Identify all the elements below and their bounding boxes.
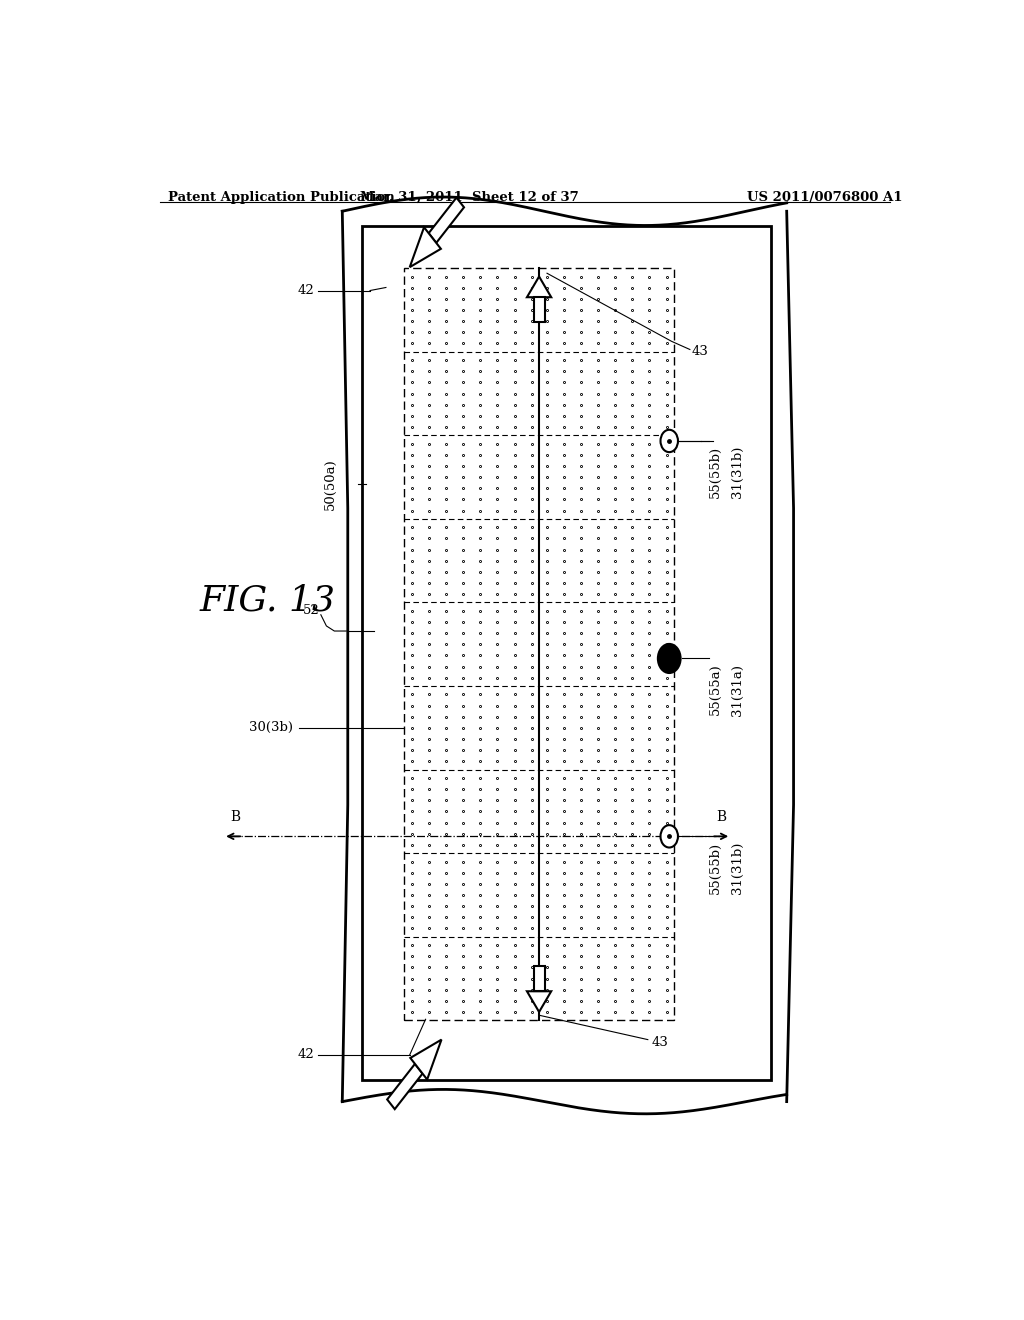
Text: 55(55b): 55(55b): [709, 446, 722, 498]
Polygon shape: [410, 227, 441, 267]
Text: 30(3b): 30(3b): [249, 721, 293, 734]
Text: 50(50a): 50(50a): [324, 458, 337, 510]
Text: 31(31a): 31(31a): [731, 664, 744, 715]
Polygon shape: [411, 1040, 441, 1080]
Text: 31(31b): 31(31b): [731, 446, 744, 499]
Bar: [404, 268, 674, 1020]
Text: 55(55b): 55(55b): [709, 841, 722, 894]
Text: 42: 42: [298, 284, 314, 297]
Text: 31(31b): 31(31b): [731, 841, 744, 894]
Text: 55(55a): 55(55a): [709, 664, 722, 715]
Text: 42: 42: [298, 1048, 314, 1061]
Text: B: B: [230, 810, 241, 824]
Polygon shape: [527, 991, 551, 1012]
Bar: [534, 297, 545, 322]
Text: Patent Application Publication: Patent Application Publication: [168, 191, 394, 203]
Text: 43: 43: [691, 345, 709, 358]
Polygon shape: [387, 1064, 423, 1109]
Text: B: B: [717, 810, 727, 824]
Text: US 2011/0076800 A1: US 2011/0076800 A1: [748, 191, 902, 203]
Polygon shape: [527, 276, 551, 297]
Circle shape: [657, 644, 681, 673]
Circle shape: [660, 825, 678, 847]
Polygon shape: [429, 198, 464, 243]
Text: 43: 43: [652, 1036, 669, 1049]
Text: FIG. 13: FIG. 13: [200, 583, 336, 618]
Text: 52: 52: [303, 605, 319, 618]
Bar: [534, 966, 545, 991]
Bar: [362, 227, 771, 1080]
Circle shape: [660, 430, 678, 453]
Text: Mar. 31, 2011  Sheet 12 of 37: Mar. 31, 2011 Sheet 12 of 37: [359, 191, 579, 203]
